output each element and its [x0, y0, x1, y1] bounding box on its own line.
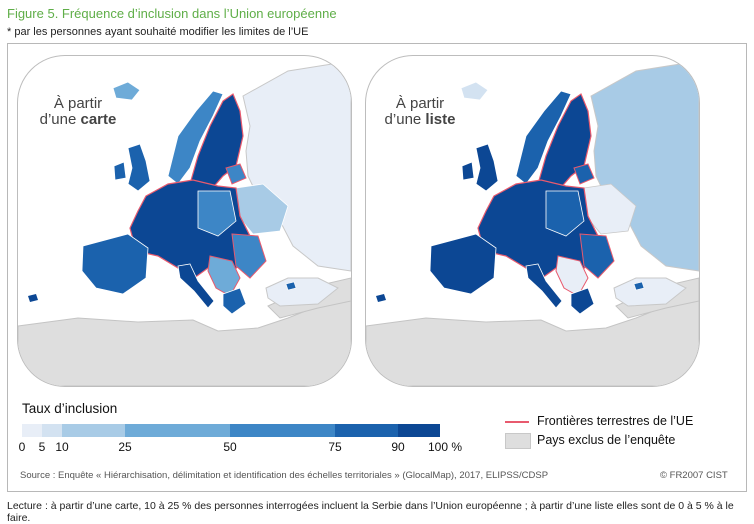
map-carte: À partir d’une carte [17, 55, 352, 387]
norway [167, 90, 224, 185]
romania-bulgaria [579, 233, 615, 279]
map-liste-label-bold: liste [425, 111, 456, 128]
legend-class-0 [22, 424, 42, 437]
legend-tick: 10 [55, 440, 69, 454]
map-liste-label-line1: À partir [395, 95, 445, 112]
cyprus [633, 281, 645, 291]
legend-tick: 90 [391, 440, 405, 454]
map-liste-label-prefix: d’une [384, 111, 426, 128]
north-africa-excluded [366, 295, 699, 386]
legend-scale [22, 424, 440, 437]
norway [515, 90, 572, 185]
legend-class-6 [398, 424, 440, 437]
iceland [460, 81, 489, 101]
map-carte-label-bold: carte [80, 111, 117, 128]
ireland [113, 161, 127, 181]
eu-border-swatch [505, 421, 529, 423]
legend-class-1 [42, 424, 62, 437]
figure-subtitle: * par les personnes ayant souhaité modif… [7, 26, 309, 38]
eu-border-label: Frontières terrestres de l’UE [537, 414, 694, 428]
greece [222, 287, 247, 315]
legend-class-5 [335, 424, 398, 437]
turkey [613, 277, 687, 307]
legend-tick: 75 [328, 440, 342, 454]
legend-tick: 50 [223, 440, 237, 454]
excluded-label: Pays exclus de l’enquête [537, 433, 676, 447]
map-liste: À partir d’une liste [365, 55, 700, 387]
cyprus [285, 281, 297, 291]
map-carte-label-line1: À partir [53, 95, 103, 112]
iberia [429, 233, 497, 295]
russia [242, 60, 351, 272]
copyright-text: © FR2007 CIST [660, 470, 728, 481]
legend-tick: 5 [38, 440, 46, 454]
excluded-swatch [505, 433, 531, 449]
legend-class-4 [230, 424, 335, 437]
russia [590, 60, 699, 272]
central-europe [545, 190, 585, 237]
legend-tick: 25 [118, 440, 132, 454]
legend-tick: 100 % [427, 440, 463, 454]
united-kingdom [127, 143, 151, 192]
italy [177, 263, 215, 309]
legend-class-2 [62, 424, 125, 437]
canary-islands [28, 294, 38, 302]
romania-bulgaria [231, 233, 267, 279]
north-africa-excluded [18, 295, 351, 386]
baltic-states [225, 163, 247, 185]
greece [570, 287, 595, 315]
canary-islands [376, 294, 386, 302]
map-liste-label: À partir d’une liste [380, 96, 460, 128]
turkey [265, 277, 339, 307]
legend-title: Taux d’inclusion [22, 401, 118, 416]
map-carte-label: À partir d’une carte [38, 96, 118, 128]
italy [525, 263, 563, 309]
source-text: Source : Enquête « Hiérarchisation, déli… [20, 470, 549, 481]
map-carte-graphic [18, 60, 351, 386]
map-carte-label-prefix: d’une [39, 111, 81, 128]
figure-title: Figure 5. Fréquence d’inclusion dans l’U… [7, 6, 337, 21]
map-liste-graphic [366, 60, 699, 386]
united-kingdom [475, 143, 499, 192]
ireland [461, 161, 475, 181]
legend-tick: 0 [18, 440, 26, 454]
iceland [112, 81, 141, 101]
baltic-states [573, 163, 595, 185]
iberia [81, 233, 149, 295]
reading-note: Lecture : à partir d’une carte, 10 à 25 … [7, 500, 734, 524]
legend-class-3 [125, 424, 230, 437]
central-europe [197, 190, 237, 237]
